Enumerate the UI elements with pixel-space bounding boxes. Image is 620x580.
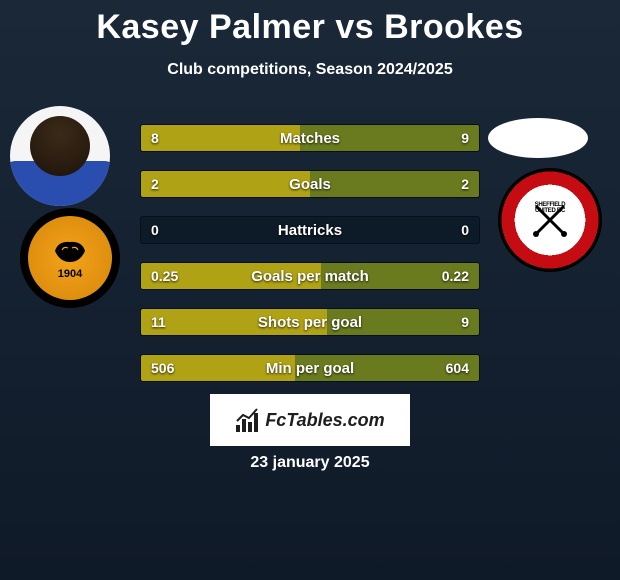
stat-label: Hattricks bbox=[141, 217, 479, 243]
stat-value-right: 0 bbox=[451, 217, 479, 243]
stat-label: Goals per match bbox=[141, 263, 479, 289]
stat-label: Min per goal bbox=[141, 355, 479, 381]
stat-row: 506Min per goal604 bbox=[140, 354, 480, 382]
stat-row: 0Hattricks0 bbox=[140, 216, 480, 244]
stat-value-right: 604 bbox=[436, 355, 479, 381]
stat-row: 2Goals2 bbox=[140, 170, 480, 198]
player-left-avatar bbox=[10, 106, 110, 206]
date-text: 23 january 2025 bbox=[0, 454, 620, 472]
club-left-year: 1904 bbox=[58, 268, 82, 280]
tiger-icon bbox=[50, 236, 90, 266]
stat-value-right: 9 bbox=[451, 125, 479, 151]
stat-row: 11Shots per goal9 bbox=[140, 308, 480, 336]
club-right-year: 1889 bbox=[526, 247, 574, 256]
player-right-avatar bbox=[488, 118, 588, 158]
stat-label: Shots per goal bbox=[141, 309, 479, 335]
stat-label: Goals bbox=[141, 171, 479, 197]
page-title: Kasey Palmer vs Brookes bbox=[0, 0, 620, 47]
club-right-badge: SHEFFIELD UNITED F.C 1889 bbox=[498, 168, 602, 272]
stat-row: 0.25Goals per match0.22 bbox=[140, 262, 480, 290]
club-left-badge: 1904 bbox=[20, 208, 120, 308]
stat-value-right: 9 bbox=[451, 309, 479, 335]
stat-label: Matches bbox=[141, 125, 479, 151]
branding-text: FcTables.com bbox=[265, 410, 384, 431]
stat-value-right: 2 bbox=[451, 171, 479, 197]
stat-value-right: 0.22 bbox=[432, 263, 479, 289]
fctables-logo-icon bbox=[235, 407, 261, 433]
stats-chart: 8Matches9 2Goals2 0Hattricks0 0.25Goals per… bbox=[140, 124, 480, 400]
page-subtitle: Club competitions, Season 2024/2025 bbox=[0, 61, 620, 79]
branding-box: FcTables.com bbox=[210, 394, 410, 446]
stat-row: 8Matches9 bbox=[140, 124, 480, 152]
swords-icon bbox=[526, 196, 574, 244]
